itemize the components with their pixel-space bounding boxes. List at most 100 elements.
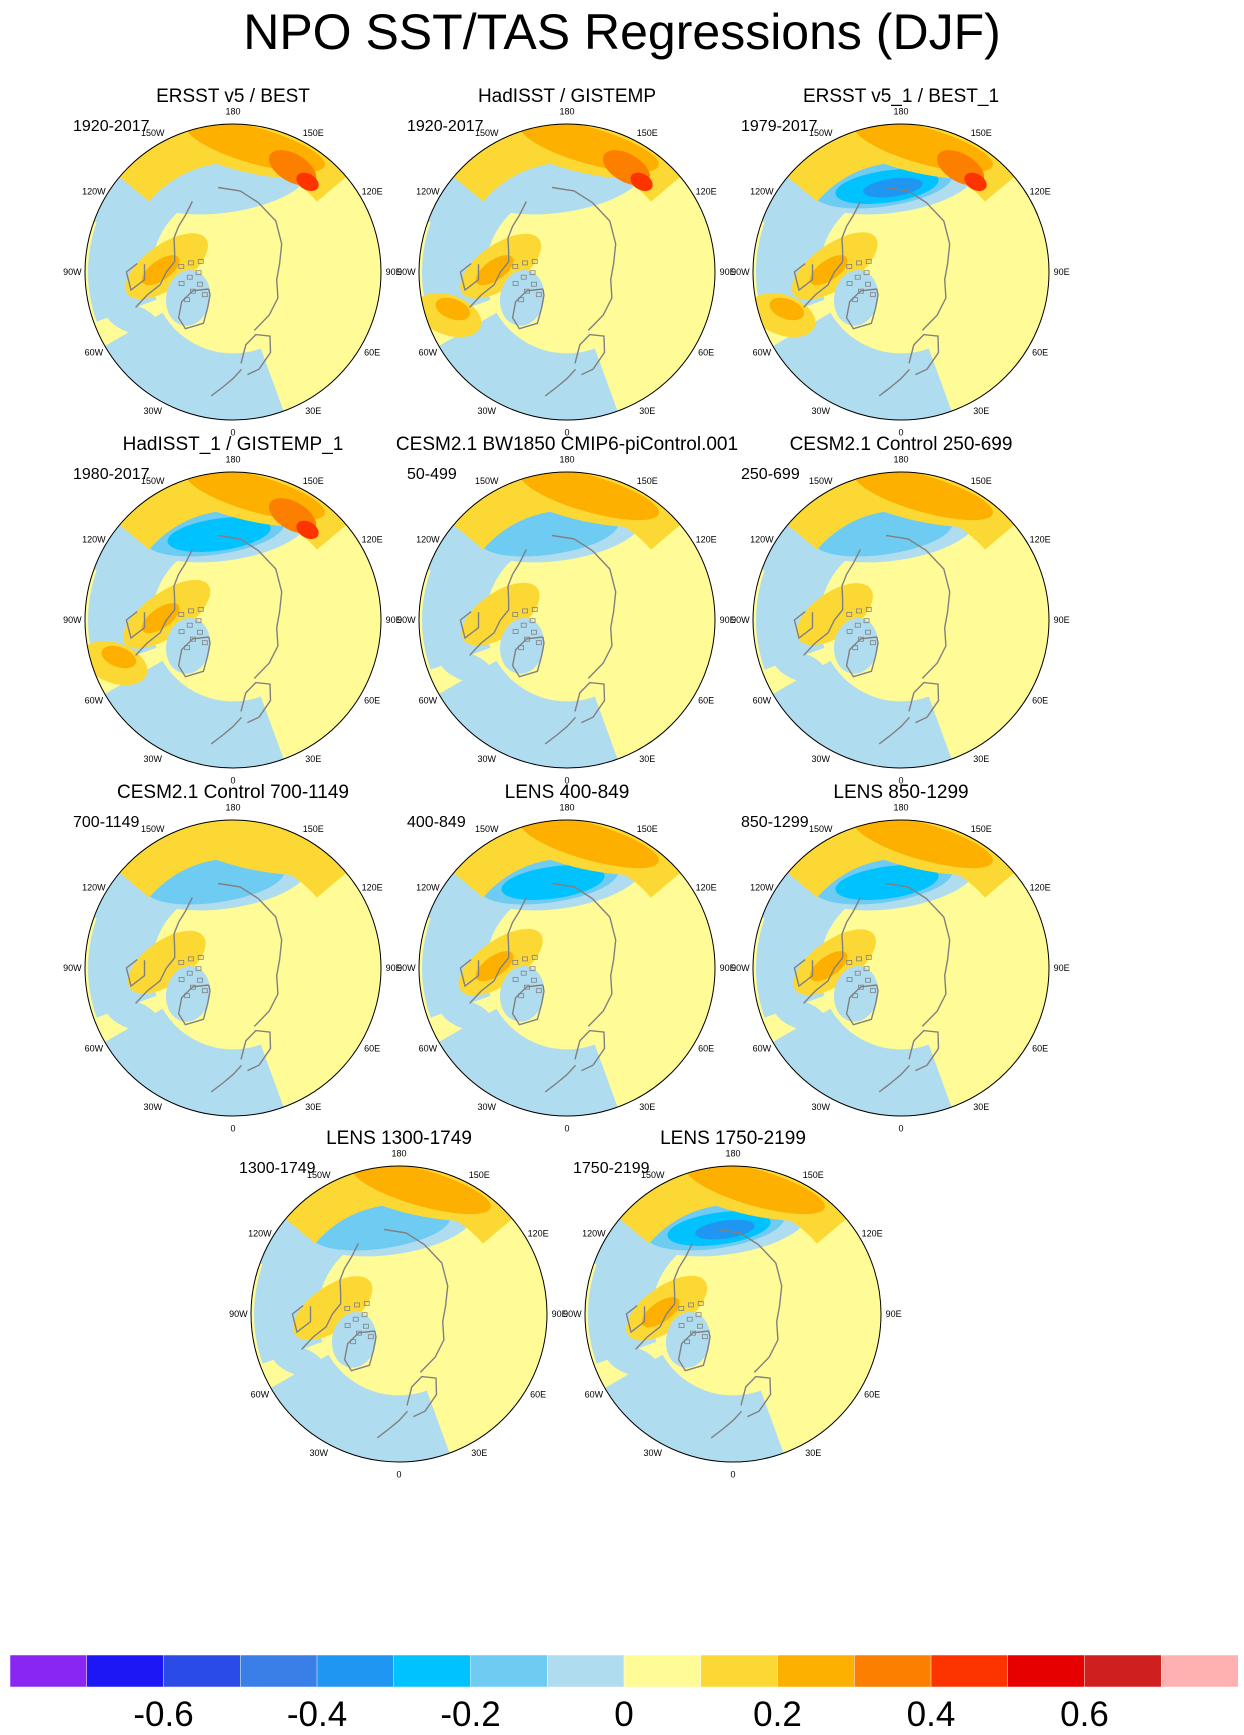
longitude-label: 90E bbox=[386, 267, 402, 277]
longitude-label: 0 bbox=[230, 776, 235, 786]
labrador-cool-blob bbox=[105, 998, 160, 1032]
panel-title: CESM2.1 Control 700-1149 bbox=[117, 782, 349, 803]
pacific-ridge-max bbox=[296, 172, 319, 192]
panel-period: 850-1299 bbox=[741, 814, 809, 831]
island bbox=[678, 1323, 685, 1328]
coastline bbox=[908, 333, 940, 376]
panel-period: 1920-2017 bbox=[407, 118, 484, 135]
colorbar-swatch bbox=[623, 1655, 702, 1688]
longitude-label: 120W bbox=[582, 1229, 606, 1239]
map-field bbox=[85, 124, 381, 420]
coastline bbox=[511, 636, 545, 678]
island bbox=[518, 645, 525, 651]
island bbox=[201, 988, 208, 994]
island bbox=[197, 954, 204, 960]
map-panel: LENS 400-849 400-849 180 150E 120E 90E 60E 30… bbox=[387, 781, 747, 1141]
longitude-label: 0 bbox=[230, 1124, 235, 1134]
longitude-label: 180 bbox=[559, 106, 574, 116]
coastline bbox=[625, 1305, 646, 1334]
island bbox=[520, 274, 527, 280]
longitude-label: 60W bbox=[419, 347, 438, 357]
coastline bbox=[885, 882, 951, 1027]
longitude-label: 0 bbox=[564, 428, 569, 438]
coastline bbox=[740, 1375, 772, 1418]
colorbar-swatch bbox=[700, 1655, 779, 1688]
panel-title: LENS 400-849 bbox=[504, 782, 630, 803]
island bbox=[865, 258, 872, 264]
colorbar: -0.6 -0.4 -0.2 0 0.2 0.4 0.6 bbox=[10, 1655, 1238, 1734]
island bbox=[846, 977, 853, 982]
longitude-label: 150E bbox=[303, 476, 324, 486]
coastline bbox=[574, 333, 606, 376]
pacific-ridge-core bbox=[686, 1166, 825, 1215]
longitude-label: 150E bbox=[637, 476, 658, 486]
longitude-label: 30E bbox=[973, 406, 989, 416]
island bbox=[522, 608, 528, 614]
island bbox=[531, 629, 537, 635]
longitude-label: 120W bbox=[248, 1229, 272, 1239]
pacific-ridge-core bbox=[854, 820, 993, 869]
island bbox=[701, 1334, 708, 1340]
colorbar-swatch bbox=[240, 1655, 318, 1688]
island bbox=[863, 618, 870, 624]
island bbox=[520, 970, 527, 976]
longitude-label: 150E bbox=[803, 1170, 824, 1180]
polar-map: 180 150E 120E 90E 60E 30E 0 30W 60W 90W 120W 150W bbox=[63, 454, 401, 786]
island bbox=[686, 1316, 693, 1322]
longitude-label: 120E bbox=[1030, 535, 1051, 545]
coastline bbox=[135, 201, 193, 308]
longitude-label: 60E bbox=[1032, 1043, 1048, 1053]
coastline bbox=[803, 549, 861, 656]
longitude-label: 60W bbox=[753, 695, 772, 705]
pacific-ridge-core bbox=[520, 472, 659, 521]
colorbar-swatch bbox=[1161, 1655, 1238, 1688]
longitude-label: 90E bbox=[386, 963, 402, 973]
colorbar-swatch bbox=[316, 1655, 395, 1688]
pacific-trough-core bbox=[501, 865, 605, 901]
longitude-label: 180 bbox=[559, 454, 574, 464]
coastline bbox=[210, 368, 243, 397]
map-panel: HadISST / GISTEMP 1920-2017 180 150E 120E 9… bbox=[387, 85, 747, 445]
panel-period: 1920-2017 bbox=[73, 118, 150, 135]
panel-period: 400-849 bbox=[407, 814, 466, 831]
longitude-label: 30W bbox=[811, 406, 830, 416]
longitude-label: 150W bbox=[809, 128, 833, 138]
longitude-label: 30E bbox=[639, 1102, 655, 1112]
island bbox=[512, 959, 519, 965]
coastline bbox=[544, 716, 577, 745]
island bbox=[201, 640, 208, 646]
island bbox=[529, 966, 536, 972]
colorbar-swatch bbox=[1084, 1655, 1162, 1688]
map-panel: ERSST v5_1 / BEST_1 1979-2017 180 150E 120… bbox=[721, 85, 1081, 445]
map-field bbox=[419, 820, 715, 1116]
labrador-cool-blob bbox=[439, 650, 494, 684]
canada-warm-blob bbox=[796, 583, 873, 646]
coastline bbox=[125, 959, 146, 988]
longitude-label: 90W bbox=[63, 267, 82, 277]
island bbox=[854, 274, 861, 280]
longitude-label: 90W bbox=[731, 615, 750, 625]
map-border bbox=[418, 123, 716, 421]
coastline bbox=[845, 636, 879, 678]
panel-period: 1979-2017 bbox=[741, 118, 818, 135]
longitude-label: 30W bbox=[811, 1102, 830, 1112]
labrador-cool-blob bbox=[439, 998, 494, 1032]
labrador-cool-blob bbox=[271, 1344, 326, 1378]
canada-warm-core bbox=[475, 255, 514, 286]
island bbox=[852, 993, 859, 999]
island bbox=[350, 1339, 357, 1345]
longitude-label: 30W bbox=[811, 754, 830, 764]
longitude-label: 180 bbox=[225, 106, 240, 116]
longitude-label: 30E bbox=[639, 406, 655, 416]
coastline bbox=[135, 897, 193, 1004]
island bbox=[197, 281, 203, 287]
polar-map: 180 150E 120E 90E 60E 30E 0 30W 60W 90W 120W 150W bbox=[63, 106, 402, 437]
island bbox=[367, 1334, 374, 1340]
longitude-label: 120E bbox=[696, 535, 717, 545]
longitude-label: 60E bbox=[698, 1043, 714, 1053]
island bbox=[197, 977, 203, 983]
map-field bbox=[585, 1166, 881, 1462]
island bbox=[188, 260, 194, 266]
coastline bbox=[210, 716, 243, 745]
map-panel: CESM2.1 Control 250-699 250-699 180 150E 1… bbox=[721, 433, 1081, 793]
